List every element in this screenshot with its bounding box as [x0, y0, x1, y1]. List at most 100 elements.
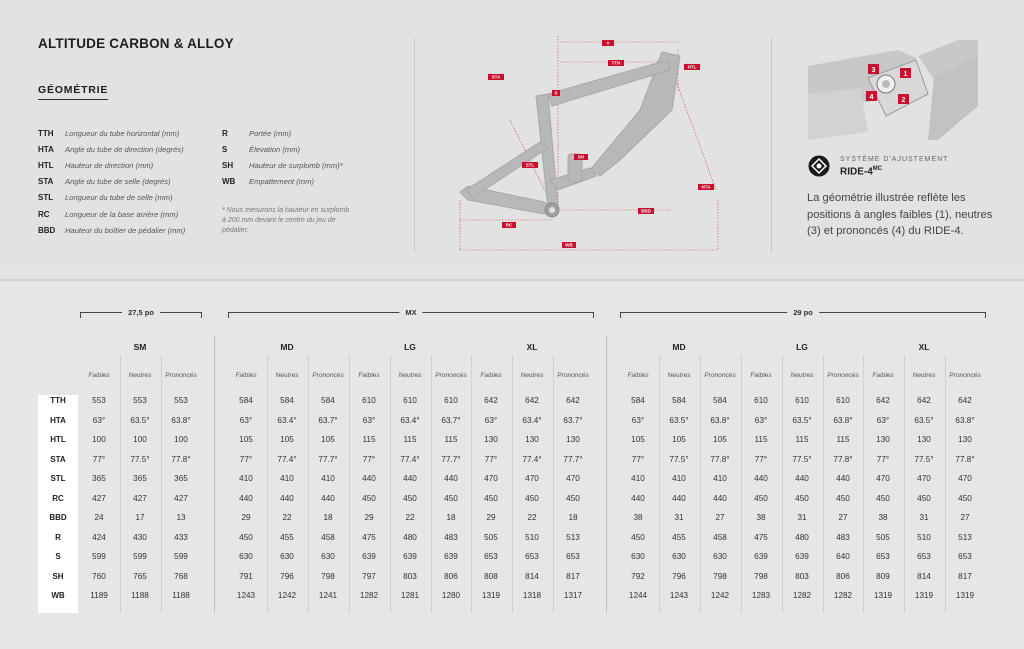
table-cell: 630 — [672, 552, 686, 561]
table-cell: 470 — [958, 474, 972, 483]
ride-system-name: RIDE-4MC — [840, 166, 882, 177]
row-label: R — [55, 533, 61, 542]
column-separator — [822, 355, 824, 613]
table-cell: 440 — [836, 474, 850, 483]
table-cell: 483 — [836, 533, 850, 542]
row-label: HTA — [50, 416, 66, 425]
table-cell: 77.4° — [277, 455, 297, 464]
table-cell: 760 — [92, 572, 106, 581]
column-separator — [511, 355, 513, 613]
table-cell: 27 — [960, 513, 970, 522]
table-cell: 505 — [876, 533, 890, 542]
table-cell: 642 — [484, 396, 498, 405]
legend-abbr: STL — [38, 193, 54, 203]
table-cell: 22 — [527, 513, 537, 522]
table-cell: 105 — [672, 435, 686, 444]
table-cell: 475 — [754, 533, 768, 542]
column-separator — [552, 355, 554, 613]
ride-badge-3: 3 — [872, 67, 876, 74]
row-label: HTL — [50, 435, 66, 444]
table-cell: 630 — [321, 552, 335, 561]
table-cell: 450 — [836, 494, 850, 503]
table-cell: 1319 — [955, 591, 975, 600]
dim-label-htl: HTL — [688, 65, 697, 70]
table-cell: 1280 — [441, 591, 461, 600]
table-cell: 63.7° — [441, 416, 461, 425]
row-label: STL — [50, 474, 66, 483]
table-cell: 77.5° — [792, 455, 812, 464]
table-cell: 115 — [754, 435, 768, 444]
table-cell: 31 — [797, 513, 807, 522]
table-cell: 1319 — [873, 591, 893, 600]
size-header: LG — [404, 342, 416, 352]
ride-badge-2: 2 — [902, 97, 906, 104]
column-separator — [903, 355, 905, 613]
table-cell: 791 — [239, 572, 253, 581]
table-cell: 77° — [239, 455, 253, 464]
dim-label-s: S — [554, 91, 557, 96]
table-cell: 639 — [444, 552, 458, 561]
row-label: RC — [52, 494, 64, 503]
row-label: S — [55, 552, 61, 561]
table-cell: 427 — [174, 494, 188, 503]
column-separator — [160, 355, 162, 613]
legend-row: RC Longueur de la base arrière (mm) — [38, 206, 185, 222]
table-cell: 1244 — [628, 591, 648, 600]
table-cell: 100 — [92, 435, 106, 444]
table-cell: 365 — [174, 474, 188, 483]
dim-label-sta: STA — [492, 75, 501, 80]
table-cell: 427 — [92, 494, 106, 503]
table-cell: 63.8° — [171, 416, 191, 425]
table-cell: 1282 — [833, 591, 853, 600]
legend-abbr: R — [222, 128, 228, 138]
table-cell: 470 — [876, 474, 890, 483]
table-cell: 1189 — [90, 591, 108, 600]
position-header: Faibles — [235, 372, 257, 379]
table-cell: 105 — [713, 435, 727, 444]
ride-name-text: RIDE-4 — [840, 166, 873, 178]
table-cell: 440 — [321, 494, 335, 503]
table-cell: 768 — [174, 572, 188, 581]
position-header: Neutres — [667, 372, 691, 379]
row-label: TTH — [50, 396, 66, 405]
table-cell: 653 — [525, 552, 539, 561]
table-cell: 63.4° — [277, 416, 297, 425]
column-separator — [307, 355, 309, 613]
table-cell: 814 — [525, 572, 539, 581]
column-separator — [658, 355, 660, 613]
table-cell: 803 — [795, 572, 809, 581]
table-cell: 450 — [917, 494, 931, 503]
table-cell: 18 — [446, 513, 456, 522]
legend-abbr: WB — [222, 177, 236, 187]
table-cell: 77.8° — [955, 455, 975, 464]
size-header: XL — [526, 342, 538, 352]
position-header: Faibles — [358, 372, 380, 379]
table-cell: 130 — [484, 435, 498, 444]
table-cell: 765 — [133, 572, 147, 581]
row-label: SH — [52, 572, 64, 581]
table-cell: 1188 — [131, 591, 149, 600]
legend-row: STL Longueur du tube de selle (mm) — [38, 190, 185, 206]
position-header: Neutres — [128, 372, 152, 379]
column-separator — [944, 355, 946, 613]
table-cell: 630 — [239, 552, 253, 561]
table-cell: 797 — [362, 572, 376, 581]
table-cell: 1282 — [359, 591, 379, 600]
table-cell: 77° — [362, 455, 376, 464]
ride-name-sup: MC — [872, 166, 883, 172]
table-cell: 458 — [713, 533, 727, 542]
table-cell: 77° — [484, 455, 498, 464]
table-cell: 1283 — [751, 591, 771, 600]
table-cell: 430 — [133, 533, 147, 542]
table-cell: 365 — [133, 474, 147, 483]
table-cell: 798 — [321, 572, 335, 581]
table-cell: 470 — [566, 474, 580, 483]
row-label: STA — [50, 455, 66, 464]
table-cell: 410 — [280, 474, 294, 483]
table-cell: 130 — [958, 435, 972, 444]
legend-abbr: S — [222, 144, 228, 154]
table-cell: 513 — [566, 533, 580, 542]
table-cell: 63.4° — [400, 416, 420, 425]
table-cell: 77.5° — [130, 455, 150, 464]
table-cell: 77.5° — [669, 455, 689, 464]
